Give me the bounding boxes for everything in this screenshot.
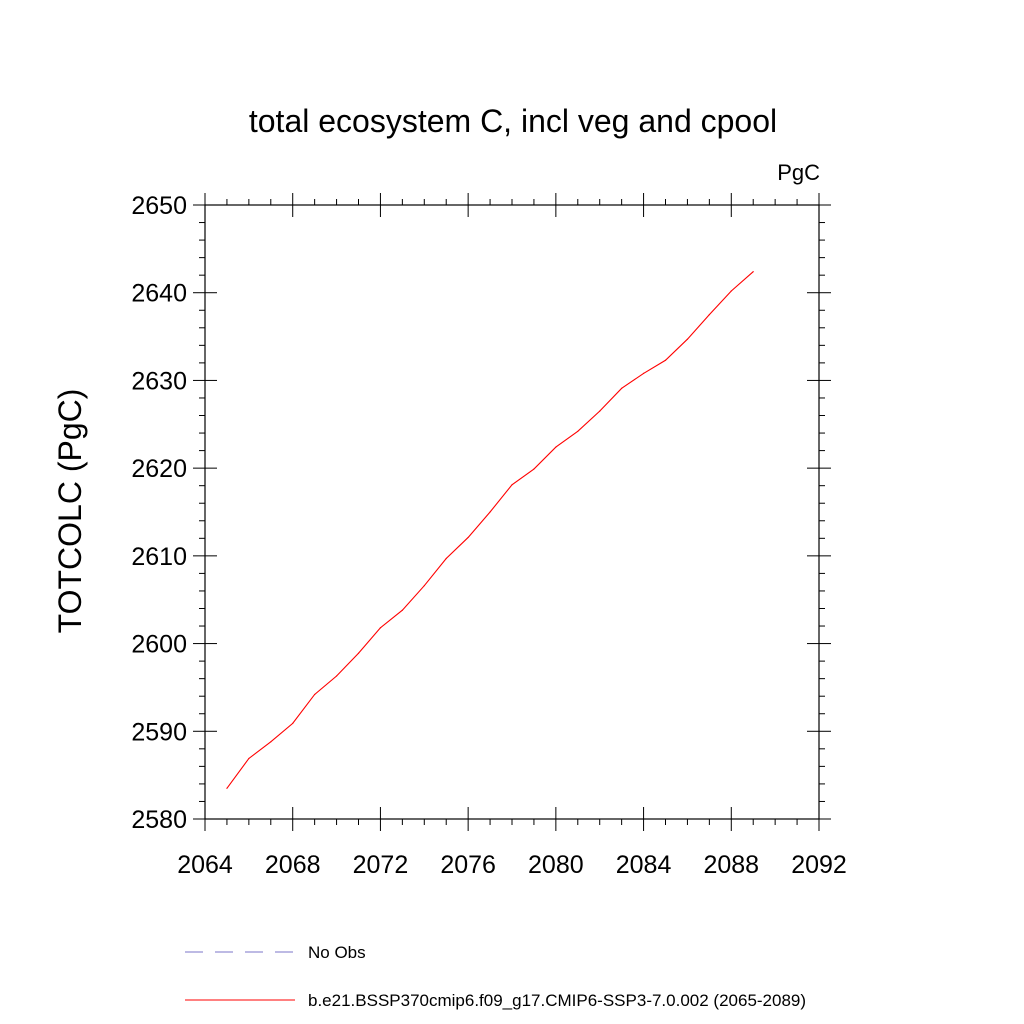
data-point [248, 757, 250, 760]
data-point [314, 693, 316, 696]
axis-ticks [193, 193, 831, 831]
data-point [445, 557, 447, 560]
series-line [226, 271, 754, 789]
chart-title: total ecosystem C, incl veg and cpool [249, 103, 777, 139]
y-tick-label: 2640 [131, 280, 187, 308]
data-point [489, 511, 491, 513]
data-point [270, 741, 272, 743]
data-point [292, 722, 294, 724]
data-point [730, 290, 732, 292]
data-point [555, 446, 557, 448]
data-point [335, 675, 338, 677]
data-point [708, 314, 710, 316]
y-tick-label: 2610 [131, 543, 187, 571]
data-point [511, 484, 513, 486]
data-point [686, 338, 689, 340]
plot-frame [204, 204, 820, 820]
x-tick-label: 2092 [791, 851, 847, 879]
data-point [357, 652, 360, 654]
x-tick-label: 2072 [353, 851, 409, 879]
x-tick-label: 2084 [616, 851, 672, 879]
x-tick-label: 2068 [265, 851, 321, 879]
y-tick-label: 2630 [131, 367, 187, 395]
x-tick-label: 2088 [703, 851, 759, 879]
y-tick-label: 2580 [131, 806, 187, 834]
data-point [226, 787, 228, 789]
axis-tick-labels: 2064 2068 2072 2076 2080 2084 2088 2092 2580 2590… [131, 192, 846, 879]
data-point [642, 372, 645, 375]
x-tick-label: 2076 [440, 851, 496, 879]
legend: No Obs b.e21.BSSP370cmip6.f09_g17.CMIP6-S… [185, 943, 806, 1010]
units-label: PgC [777, 160, 820, 185]
data-point [752, 271, 754, 273]
series-layer [226, 271, 754, 789]
data-point [621, 387, 623, 389]
x-tick-label: 2064 [177, 851, 233, 879]
legend-label: b.e21.BSSP370cmip6.f09_g17.CMIP6-SSP3-7.… [308, 991, 806, 1010]
data-point [577, 430, 579, 432]
data-point [379, 627, 382, 629]
x-tick-label: 2080 [528, 851, 584, 879]
y-tick-label: 2620 [131, 455, 187, 483]
y-tick-label: 2650 [131, 192, 187, 220]
y-tick-label: 2600 [131, 631, 187, 659]
y-tick-label: 2590 [131, 718, 187, 746]
data-point [401, 609, 403, 611]
legend-label: No Obs [308, 943, 366, 962]
data-point [467, 536, 469, 539]
data-point [423, 585, 425, 587]
data-point [599, 410, 601, 412]
data-point [533, 468, 535, 470]
y-axis-label: TOTCOLC (PgC) [52, 389, 88, 634]
data-point [664, 359, 667, 361]
